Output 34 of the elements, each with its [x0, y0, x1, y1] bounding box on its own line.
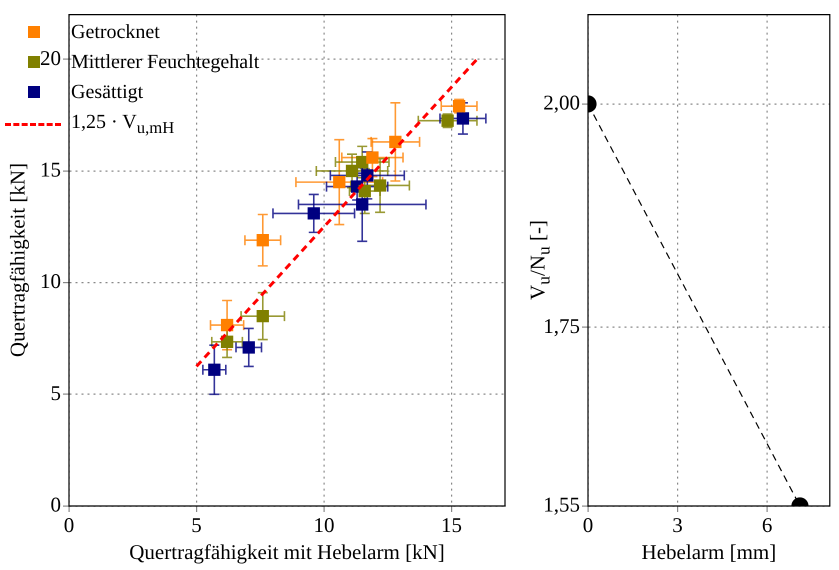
point	[256, 234, 269, 246]
y-tick-label: 2,00	[543, 90, 580, 114]
y-axis-title: Quertragfähigkeit [kN]	[6, 163, 30, 358]
y-tick-label: 5	[50, 380, 61, 405]
legend-label: Mittlerer Feuchtegehalt	[71, 50, 260, 75]
point	[242, 341, 255, 354]
legend-label: 1,25 · V$_{u,mH}$	[71, 110, 174, 139]
x-tick-label: 10	[313, 513, 334, 538]
y-tick-label: 0	[50, 492, 61, 517]
point	[366, 151, 379, 164]
point	[346, 164, 358, 178]
point	[356, 156, 368, 168]
x-axis-title: Hebelarm [mm]	[642, 540, 776, 564]
y-tick-label: 15	[40, 157, 61, 182]
y-tick-label: 1,55	[543, 492, 580, 517]
point	[374, 179, 386, 192]
point	[208, 364, 220, 376]
point	[389, 136, 402, 148]
point	[256, 310, 269, 322]
x-tick-label: 15	[440, 513, 462, 538]
point	[308, 207, 320, 220]
x-tick-label: 5	[191, 513, 202, 538]
x-tick-label: 3	[672, 513, 683, 538]
x-tick-label: 6	[762, 513, 772, 538]
point	[456, 112, 470, 125]
legend-label: Getrocknet	[71, 20, 160, 45]
y-tick-label: 10	[40, 269, 61, 294]
y-tick-label: 1,75	[543, 314, 580, 338]
point	[358, 184, 371, 198]
x-axis-title: Quertragfähigkeit mit Hebelarm [kN]	[129, 540, 445, 564]
legend-label: Gesättigt	[71, 80, 144, 105]
point	[356, 198, 368, 211]
y-tick-label: 20	[40, 46, 61, 70]
point	[333, 176, 346, 188]
